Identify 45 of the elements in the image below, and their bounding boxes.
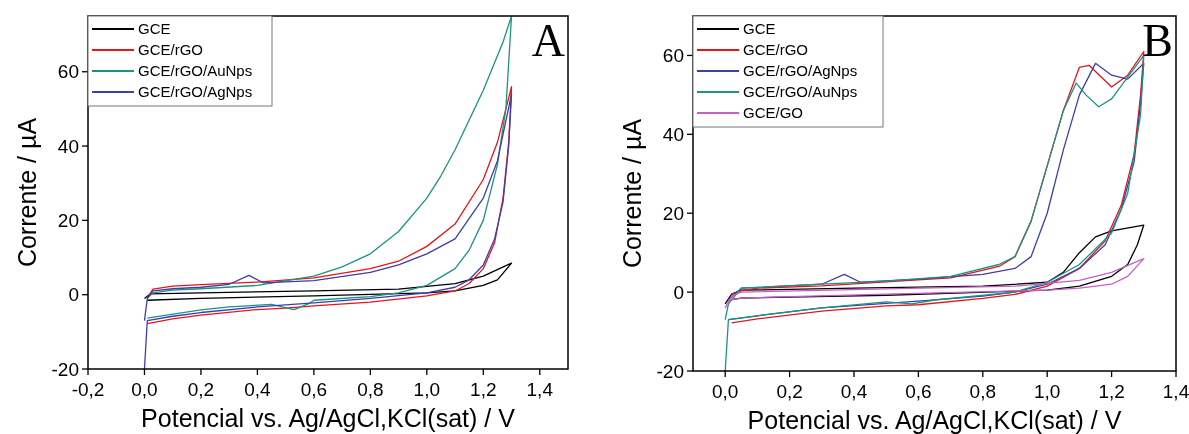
y-axis-title: Corrente / µA (618, 118, 646, 269)
y-axis-title: Corrente / µA (13, 117, 41, 268)
legend-label: GCE/rGO/AuNps (743, 83, 858, 101)
x-axis-title: Potencial vs. Ag/AgCl,KCl(sat) / V (141, 404, 516, 432)
y-tick-label: 20 (662, 202, 684, 224)
legend-label: GCE (743, 20, 776, 38)
x-tick-label: 0,8 (969, 381, 997, 402)
y-tick-label: -20 (656, 360, 684, 382)
x-axis-title: Potencial vs. Ag/AgCl,KCl(sat) / V (747, 406, 1122, 434)
y-tick-label: 20 (57, 210, 79, 232)
line-series (724, 257, 1145, 309)
x-tick-label: 1,0 (1033, 381, 1061, 402)
y-tick-label: 40 (662, 123, 684, 145)
y-tick-label: 0 (673, 281, 684, 303)
x-tick-label: 0,2 (776, 381, 803, 402)
x-tick-label: 0,2 (187, 379, 215, 400)
chart-title: B (1142, 15, 1173, 66)
line-series (724, 54, 1145, 371)
x-tick-label: 1,4 (1162, 381, 1189, 402)
legend-label: GCE (138, 20, 171, 38)
x-tick-label: 1,4 (526, 379, 554, 400)
x-tick-label: 0,4 (244, 379, 272, 400)
x-tick-label: 0,4 (840, 381, 868, 402)
x-tick-label: 0,6 (300, 379, 328, 400)
x-tick-label: 0,0 (711, 381, 739, 402)
legend-label: GCE/rGO (138, 41, 204, 59)
legend-label: GCE/rGO (743, 41, 809, 59)
legend-label: GCE/rGO/AgNps (743, 62, 858, 80)
y-tick-label: 60 (662, 45, 684, 67)
x-tick-label: -0,2 (71, 379, 105, 400)
y-tick-label: 60 (57, 61, 79, 83)
x-tick-label: 1,2 (1098, 381, 1125, 402)
y-tick-label: -20 (51, 358, 79, 380)
legend-label: GCE/GO (743, 104, 804, 122)
legend-label: GCE/rGO/AuNps (138, 62, 253, 80)
x-tick-label: 1,0 (413, 379, 441, 400)
legend-label: GCE/rGO/AgNps (138, 83, 253, 101)
chart-title: A (531, 15, 565, 66)
x-tick-label: 0,0 (131, 379, 158, 400)
line-series (143, 262, 513, 301)
y-tick-label: 40 (57, 135, 79, 157)
x-tick-label: 0,8 (357, 379, 384, 400)
x-tick-label: 0,6 (905, 381, 932, 402)
x-tick-label: 1,2 (470, 379, 497, 400)
y-tick-label: 0 (68, 284, 79, 306)
